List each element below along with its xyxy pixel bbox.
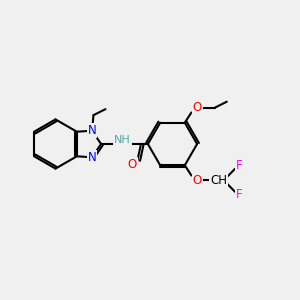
Text: F: F bbox=[236, 188, 243, 201]
Text: N: N bbox=[88, 151, 96, 164]
Text: O: O bbox=[193, 101, 202, 114]
Text: N: N bbox=[88, 124, 96, 137]
Text: O: O bbox=[193, 174, 202, 187]
Text: CH: CH bbox=[210, 174, 227, 187]
Text: O: O bbox=[128, 158, 136, 171]
Text: F: F bbox=[236, 159, 243, 172]
Text: NH: NH bbox=[114, 135, 131, 146]
